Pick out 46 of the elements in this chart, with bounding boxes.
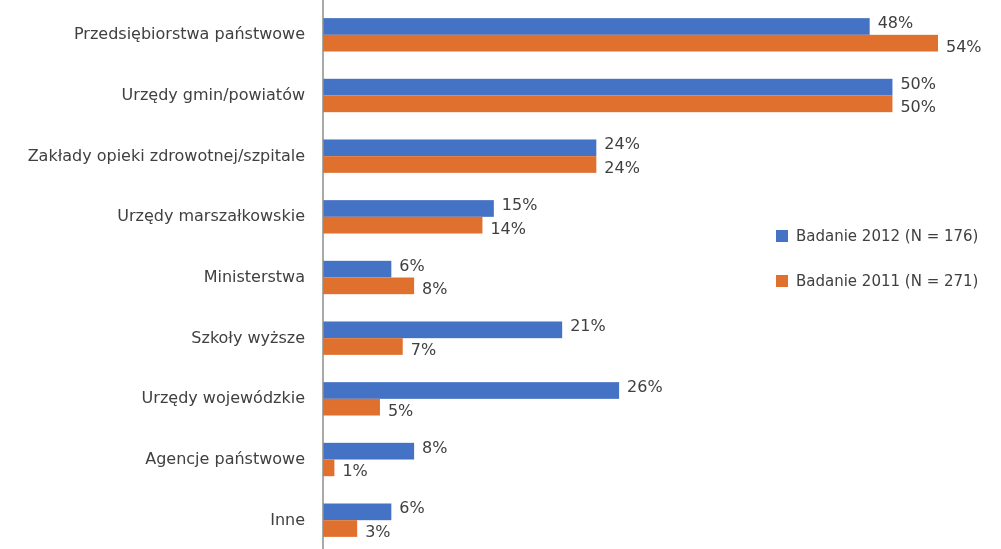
bar — [323, 139, 597, 157]
bar — [323, 18, 870, 35]
data-label: 5% — [387, 400, 414, 420]
bar — [323, 200, 494, 217]
bar — [323, 520, 358, 537]
y-tick-label: Urzędy gmin/powiatów — [121, 84, 305, 104]
data-label: 1% — [342, 461, 368, 481]
bar — [323, 503, 392, 521]
bar — [323, 216, 483, 234]
data-label: 54% — [946, 36, 982, 56]
y-tick-label: Urzędy wojewódzkie — [141, 388, 305, 408]
bar — [323, 78, 893, 96]
bar — [323, 338, 403, 355]
y-tick-label: Szkoły wyższe — [191, 327, 305, 347]
data-label: 8% — [422, 437, 448, 457]
data-label: 7% — [410, 340, 437, 360]
data-label: 26% — [627, 377, 663, 396]
data-label: 8% — [422, 279, 448, 299]
data-label: 50% — [900, 73, 937, 93]
y-tick-label: Zakłady opieki zdrowotnej/szpitale — [27, 145, 305, 165]
bar — [323, 34, 938, 52]
bar — [323, 321, 563, 339]
data-label: 48% — [877, 12, 914, 32]
bar — [323, 398, 380, 416]
y-tick-label: Ministerstwa — [203, 267, 305, 286]
bar — [323, 382, 620, 399]
data-label: 24% — [604, 158, 640, 177]
legend-label: Badanie 2011 (N = 271) — [796, 271, 979, 290]
data-label: 21% — [570, 316, 606, 336]
y-tick-label: Przedsiębiorstwa państwowe — [73, 24, 305, 44]
data-label: 24% — [604, 134, 640, 154]
bar — [323, 95, 893, 113]
bar — [323, 442, 415, 460]
data-label: 3% — [365, 522, 391, 542]
bar — [323, 277, 415, 295]
bar — [323, 260, 392, 278]
data-label: 6% — [399, 498, 425, 518]
y-tick-label: Urzędy marszałkowskie — [117, 206, 305, 226]
legend-label: Badanie 2012 (N = 176) — [796, 226, 979, 245]
data-label: 6% — [399, 255, 425, 275]
data-label: 50% — [900, 97, 937, 117]
y-tick-label: Agencje państwowe — [145, 449, 305, 469]
data-label: 15% — [501, 194, 538, 214]
bar — [323, 156, 597, 173]
y-tick-label: Inne — [270, 509, 305, 529]
data-label: 14% — [490, 218, 527, 238]
